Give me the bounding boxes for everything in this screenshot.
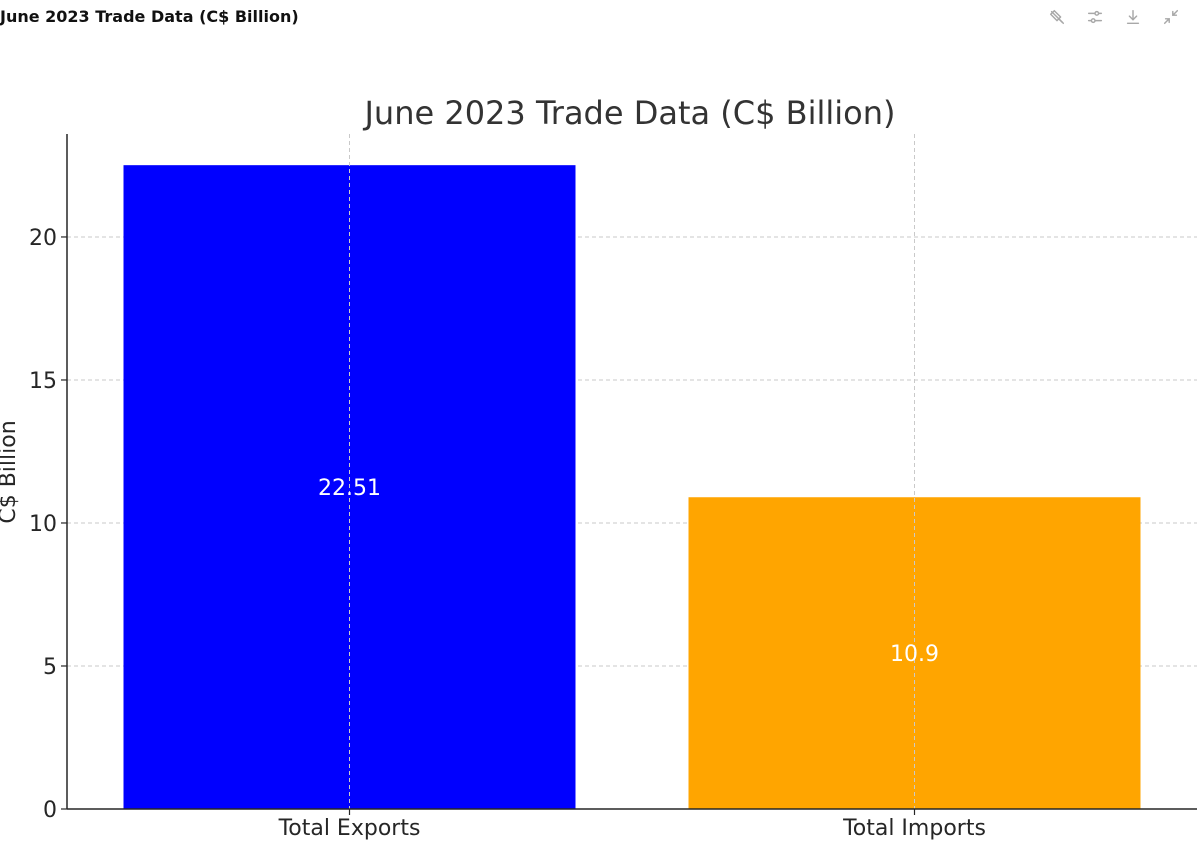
sliders-icon — [1087, 10, 1103, 24]
chart-title: June 2023 Trade Data (C$ Billion) — [362, 94, 895, 132]
y-tick-label: 15 — [29, 369, 57, 394]
x-tick-label: Total Exports — [278, 816, 421, 841]
collapse-icon — [1163, 9, 1179, 25]
interactive-toggle-button[interactable] — [1042, 6, 1072, 28]
y-tick-label: 0 — [43, 798, 57, 823]
x-tick-label: Total Imports — [842, 816, 986, 841]
y-tick-label: 20 — [29, 226, 57, 251]
chart-settings-button[interactable] — [1080, 6, 1110, 28]
y-tick-label: 10 — [29, 512, 57, 537]
chart-header: June 2023 Trade Data (C$ Billion) — [0, 0, 1200, 36]
bar-value-label: 22.51 — [318, 476, 381, 501]
magic-wand-off-icon — [1049, 9, 1065, 25]
collapse-button[interactable] — [1156, 6, 1186, 28]
bar-value-label: 10.9 — [890, 642, 939, 667]
y-axis-label: C$ Billion — [0, 420, 21, 523]
download-button[interactable] — [1118, 6, 1148, 28]
y-tick-label: 5 — [43, 655, 57, 680]
page-title: June 2023 Trade Data (C$ Billion) — [0, 7, 299, 26]
download-icon — [1126, 9, 1140, 25]
chart-toolbar — [1042, 6, 1186, 28]
